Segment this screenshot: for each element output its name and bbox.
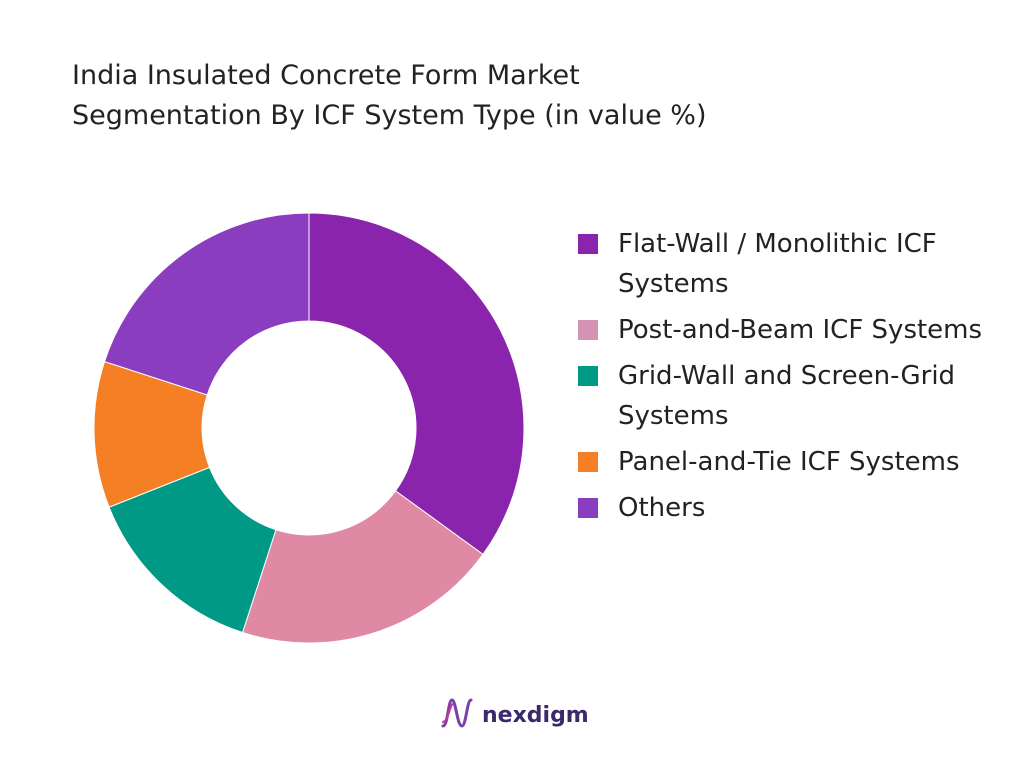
legend-item[interactable]: Panel-and-Tie ICF Systems bbox=[578, 442, 1008, 482]
slice-post-and-beam[interactable] bbox=[241, 490, 484, 644]
legend-swatch-flat-wall bbox=[578, 234, 598, 254]
legend-label-post-and-beam: Post-and-Beam ICF Systems bbox=[618, 315, 983, 345]
legend-swatch-grid-wall bbox=[578, 366, 598, 386]
legend-swatch-post-and-beam bbox=[578, 320, 598, 340]
slice-others[interactable] bbox=[103, 212, 310, 396]
legend-swatch-others bbox=[578, 498, 598, 518]
legend-swatch-panel-and-tie bbox=[578, 452, 598, 472]
slice-flat-wall[interactable] bbox=[308, 212, 525, 556]
slice-grid-wall[interactable] bbox=[108, 466, 277, 634]
nexdigm-logo-icon bbox=[440, 696, 474, 734]
chart-title-line-2: Segmentation By ICF System Type (in valu… bbox=[72, 100, 707, 131]
chart-legend: Flat-Wall / Monolithic ICF Systems Post-… bbox=[578, 224, 1008, 534]
brand-logo: nexdigm bbox=[440, 696, 589, 734]
legend-item[interactable]: Flat-Wall / Monolithic ICF Systems bbox=[578, 224, 1008, 304]
legend-label-grid-wall: Grid-Wall and Screen-Grid Systems bbox=[618, 361, 956, 431]
legend-label-panel-and-tie: Panel-and-Tie ICF Systems bbox=[618, 447, 960, 477]
legend-item[interactable]: Post-and-Beam ICF Systems bbox=[578, 310, 1008, 350]
legend-item[interactable]: Grid-Wall and Screen-Grid Systems bbox=[578, 356, 1008, 436]
logo-text: nexdigm bbox=[482, 702, 589, 728]
legend-label-flat-wall: Flat-Wall / Monolithic ICF Systems bbox=[618, 229, 937, 299]
legend-label-others: Others bbox=[618, 493, 706, 523]
legend-item[interactable]: Others bbox=[578, 488, 1008, 528]
chart-title-line-1: India Insulated Concrete Form Market bbox=[72, 60, 580, 91]
chart-title: India Insulated Concrete Form Market Seg… bbox=[72, 56, 972, 136]
